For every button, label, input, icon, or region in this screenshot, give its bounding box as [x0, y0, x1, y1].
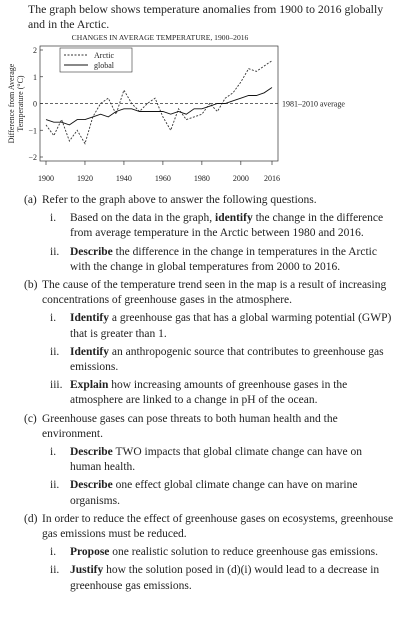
x-tick-label: 1920 [77, 174, 93, 183]
y-tick-label: 0 [33, 100, 37, 109]
bold-text: Propose [70, 546, 110, 559]
reference-label: 1981–2010 average [282, 100, 345, 109]
sub-question-label: i. [50, 446, 57, 459]
question: (d) In order to reduce the effect of gree… [0, 512, 402, 542]
sub-question: i. Propose one realistic solution to redu… [0, 545, 402, 560]
sub-question-label: iii. [50, 379, 63, 392]
sub-question-label: i. [50, 546, 57, 559]
text: the difference in the change in temperat… [70, 245, 377, 273]
sub-question: i. Based on the data in the graph, identi… [0, 211, 402, 241]
sub-question-label: ii. [50, 345, 60, 358]
text: one effect global climate change can hav… [70, 479, 358, 507]
sub-question-label: ii. [50, 564, 60, 577]
question-label: (a) [24, 194, 37, 206]
sub-question: ii. Describe one effect global climate ch… [0, 478, 402, 508]
text: The cause of the temperature trend seen … [42, 279, 387, 307]
text: the change in the difference from averag… [70, 212, 384, 240]
x-tick-label: 1960 [155, 174, 171, 183]
x-tick-label: 1940 [116, 174, 132, 183]
y-axis-label-line: Difference from Average [7, 63, 16, 143]
x-tick-label: 1900 [38, 174, 54, 183]
bold-text: Describe [70, 479, 113, 492]
series-line [45, 60, 273, 145]
intro: The graph below shows temperature anomal… [28, 2, 384, 31]
chart: CHANGES IN AVERAGE TEMPERATURE, 1900–201… [7, 33, 345, 183]
text: In order to reduce the effect of greenho… [42, 512, 394, 541]
question: (b) The cause of the temperature trend se… [0, 278, 402, 308]
y-axis-label: Difference from AverageTemperature (°C) [7, 63, 25, 143]
text: an anthropogenic source that contributes… [70, 345, 384, 374]
x-tick-label: 2000 [233, 174, 249, 183]
bold-text: Justify [70, 564, 104, 577]
sub-question: ii. Describe the difference in the change… [0, 245, 402, 275]
sub-question: ii. Identify an anthropogenic source that… [0, 345, 402, 375]
text: one realistic solution to reduce greenho… [109, 546, 378, 559]
legend-box [59, 47, 133, 73]
question-label: (b) [24, 279, 38, 292]
question-label: (c) [24, 412, 37, 425]
question: (a) Refer to the graph above to answer th… [0, 193, 402, 208]
x-tick-label: 1980 [194, 174, 210, 183]
chart-title: CHANGES IN AVERAGE TEMPERATURE, 1900–201… [72, 33, 249, 42]
sub-question: iii. Explain how increasing amounts of gr… [0, 378, 402, 408]
bold-text: Describe [70, 245, 113, 258]
text: Refer to the graph above to answer the f… [42, 194, 317, 206]
bold-text: Explain [70, 379, 109, 392]
sub-question: ii. Justify how the solution posed in (d)… [0, 563, 402, 593]
legend-label: global [94, 61, 115, 70]
question-label: (d) [24, 512, 38, 525]
sub-question-label: ii. [50, 245, 60, 258]
sub-question: i. Describe TWO impacts that global clima… [0, 445, 402, 475]
series-line [45, 87, 273, 126]
bold-text: identify [215, 212, 253, 225]
bold-text: Identify [70, 312, 109, 325]
bold-text: Describe [70, 446, 113, 459]
text: how the solution posed in (d)(i) would l… [70, 564, 380, 592]
bold-text: Identify [70, 345, 109, 358]
y-tick-label: 2 [33, 46, 37, 55]
text: Based on the data in the graph, [70, 212, 215, 225]
sub-question: i. Identify a greenhouse gas that has a g… [0, 311, 402, 341]
questions: (a) Refer to the graph above to answer th… [0, 193, 402, 597]
text: Greenhouse gases can pose threats to bot… [42, 412, 338, 440]
legend-label: Arctic [94, 51, 114, 60]
y-tick-label: 1 [33, 73, 37, 82]
text: a greenhouse gas that has a global warmi… [70, 312, 392, 340]
y-tick-label: −2 [28, 153, 37, 162]
question: (c) Greenhouse gases can pose threats to … [0, 412, 402, 442]
sub-question-label: i. [50, 312, 57, 325]
text: TWO impacts that global climate change c… [70, 446, 362, 474]
x-tick-label: 2016 [264, 174, 280, 183]
y-axis-label-line: Temperature (°C) [16, 75, 25, 132]
sub-question-label: ii. [50, 479, 60, 492]
y-tick-label: −1 [28, 126, 37, 135]
sub-question-label: i. [50, 212, 57, 225]
text: how increasing amounts of greenhouse gas… [70, 379, 348, 407]
